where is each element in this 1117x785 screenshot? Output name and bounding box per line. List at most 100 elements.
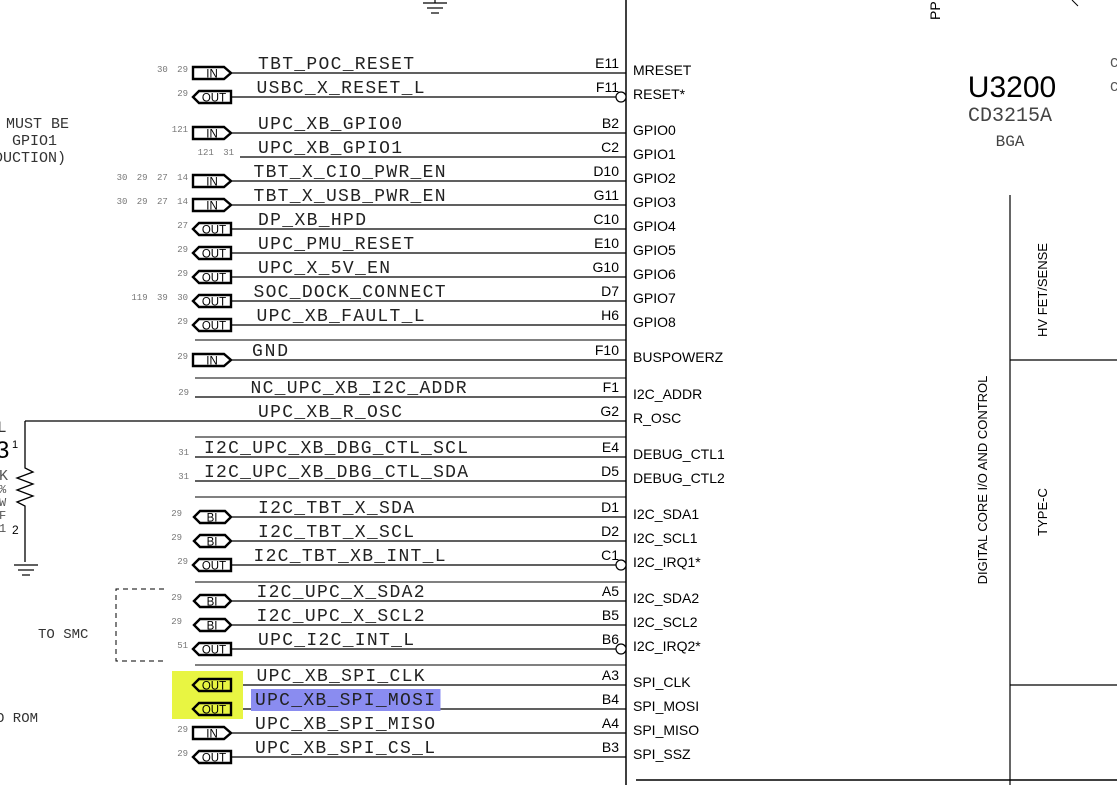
net-row[interactable]: UPC_XB_GPIO1 C2 GPIO1 121 31 — [198, 139, 676, 162]
ball-number: A3 — [602, 667, 619, 683]
net-row[interactable]: UPC_XB_SPI_MISO A4 SPI_MISO 29 IN — [177, 715, 699, 741]
net-row[interactable]: UPC_I2C_INT_L B6 I2C_IRQ2* 51 OUT — [177, 631, 701, 657]
net-row[interactable]: I2C_UPC_X_SDA2 A5 I2C_SDA2 29 BI — [171, 583, 699, 609]
pin-name: I2C_ADDR — [633, 386, 702, 402]
port-flag-label: OUT — [202, 753, 226, 765]
net-name[interactable]: I2C_UPC_XB_DBG_CTL_SDA — [204, 463, 468, 483]
net-name[interactable]: USBC_X_RESET_L — [257, 79, 425, 99]
net-name[interactable]: TBT_X_CIO_PWR_EN — [254, 163, 446, 183]
net-row[interactable]: TBT_X_USB_PWR_EN G11 GPIO3 30 29 27 14 IN — [117, 187, 676, 213]
port-flag-in[interactable] — [191, 125, 233, 141]
net-name[interactable]: UPC_XB_R_OSC — [258, 403, 402, 423]
net-name[interactable]: UPC_XB_SPI_CLK — [257, 667, 425, 687]
resistor-pin2: 2 — [12, 523, 19, 537]
net-name[interactable]: I2C_TBT_X_SDA — [258, 499, 414, 519]
net-row[interactable]: SOC_DOCK_CONNECT D7 GPIO7 119 39 30 OUT — [131, 283, 676, 309]
net-name[interactable]: UPC_XB_SPI_MOSI — [255, 691, 435, 711]
wire-fragment — [1071, 0, 1079, 7]
port-flag-out[interactable] — [191, 221, 233, 237]
port-flag-label: OUT — [202, 561, 226, 573]
net-row[interactable]: I2C_UPC_XB_DBG_CTL_SDA D5 DEBUG_CTL2 31 — [178, 463, 725, 486]
port-flag-in[interactable] — [191, 173, 233, 189]
note-duction: DUCTION) — [0, 150, 66, 167]
page-refs: 29 — [171, 617, 182, 627]
port-flag-out[interactable] — [191, 269, 233, 285]
section-label-digital-core: DIGITAL CORE I/O AND CONTROL — [975, 376, 990, 585]
page-refs: 119 39 30 — [131, 293, 188, 303]
pin-name: I2C_SCL1 — [633, 530, 698, 546]
pin-name: I2C_IRQ1* — [633, 554, 701, 570]
net-row[interactable]: UPC_XB_GPIO0 B2 GPIO0 121 IN — [172, 115, 676, 141]
ball-number: E4 — [602, 439, 619, 455]
pin-name: GPIO7 — [633, 290, 676, 306]
net-row[interactable]: I2C_TBT_X_SCL D2 I2C_SCL1 29 BI — [171, 523, 698, 549]
net-row[interactable]: I2C_UPC_X_SCL2 B5 I2C_SCL2 29 BI — [171, 607, 698, 633]
note-rom: O ROM — [0, 711, 38, 727]
ball-number: A5 — [602, 583, 619, 599]
net-row[interactable]: TBT_POC_RESET E11 MRESET 30 29 IN — [157, 55, 692, 81]
net-name[interactable]: UPC_XB_GPIO0 — [258, 115, 402, 135]
net-row[interactable]: GND F10 BUSPOWERZ 29 IN — [177, 342, 723, 368]
port-flag-label: IN — [206, 177, 218, 189]
port-flag-out[interactable] — [191, 317, 233, 333]
page-refs: 29 — [177, 269, 188, 279]
resistor-value-char: % — [0, 483, 7, 497]
net-row[interactable]: DP_XB_HPD C10 GPIO4 27 OUT — [177, 211, 676, 237]
port-flag-bi[interactable] — [192, 533, 233, 549]
port-flag-out[interactable] — [191, 701, 233, 717]
net-name[interactable]: UPC_I2C_INT_L — [258, 631, 414, 651]
port-flag-out[interactable] — [191, 749, 233, 765]
port-flag-out[interactable] — [191, 557, 233, 573]
net-row[interactable]: UPC_XB_SPI_CS_L B3 SPI_SSZ 29 OUT — [177, 739, 691, 765]
pin-name: MRESET — [633, 62, 692, 78]
port-flag-out[interactable] — [191, 677, 233, 693]
port-flag-in[interactable] — [191, 65, 233, 81]
net-name[interactable]: SOC_DOCK_CONNECT — [254, 283, 446, 303]
net-row[interactable]: UPC_X_5V_EN G10 GPIO6 29 OUT — [177, 259, 676, 285]
resistor[interactable]: L 3 1 2 K%WF1 — [0, 419, 38, 576]
port-flag-bi[interactable] — [192, 509, 233, 525]
port-flag-out[interactable] — [191, 641, 233, 657]
port-flag-in[interactable] — [191, 352, 233, 368]
net-row[interactable]: NC_UPC_XB_I2C_ADDR F1 I2C_ADDR 29 — [178, 379, 702, 402]
net-row[interactable]: I2C_UPC_XB_DBG_CTL_SCL E4 DEBUG_CTL1 31 — [178, 439, 725, 462]
pin-name: SPI_MOSI — [633, 698, 699, 714]
page-refs: 29 — [177, 89, 188, 99]
net-name[interactable]: UPC_XB_SPI_MISO — [255, 715, 435, 735]
net-name[interactable]: UPC_XB_SPI_CS_L — [255, 739, 435, 759]
net-row[interactable]: I2C_TBT_X_SDA D1 I2C_SDA1 29 BI — [171, 499, 699, 525]
port-flag-in[interactable] — [191, 725, 233, 741]
pin-name: BUSPOWERZ — [633, 349, 724, 365]
net-row[interactable]: USBC_X_RESET_L F11 RESET* 29 OUT — [177, 79, 685, 105]
net-name[interactable]: I2C_UPC_XB_DBG_CTL_SCL — [204, 439, 468, 459]
net-name[interactable]: DP_XB_HPD — [258, 211, 366, 231]
port-flag-bi[interactable] — [192, 617, 233, 633]
net-name[interactable]: I2C_TBT_X_SCL — [258, 523, 414, 543]
net-row[interactable]: UPC_PMU_RESET E10 GPIO5 29 OUT — [177, 235, 676, 261]
net-row[interactable]: TBT_X_CIO_PWR_EN D10 GPIO2 30 29 27 14 IN — [117, 163, 676, 189]
net-row[interactable]: UPC_XB_R_OSC G2 R_OSC — [25, 403, 681, 426]
port-flag-bi[interactable] — [192, 593, 233, 609]
net-name[interactable]: UPC_PMU_RESET — [258, 235, 414, 255]
port-flag-out[interactable] — [191, 293, 233, 309]
net-name[interactable]: I2C_UPC_X_SCL2 — [257, 607, 425, 627]
net-name[interactable]: TBT_X_USB_PWR_EN — [254, 187, 446, 207]
net-row[interactable]: I2C_TBT_XB_INT_L C1 I2C_IRQ1* 29 OUT — [177, 547, 701, 573]
net-name[interactable]: UPC_X_5V_EN — [258, 259, 390, 279]
net-name[interactable]: UPC_XB_GPIO1 — [258, 139, 402, 159]
net-name[interactable]: TBT_POC_RESET — [258, 55, 414, 75]
net-row[interactable]: UPC_XB_FAULT_L H6 GPIO8 29 OUT — [177, 307, 676, 333]
port-flag-out[interactable] — [191, 245, 233, 261]
page-refs: 30 29 — [157, 65, 188, 75]
net-name[interactable]: I2C_TBT_XB_INT_L — [254, 547, 446, 567]
port-flag-out[interactable] — [191, 89, 233, 105]
net-name[interactable]: UPC_XB_FAULT_L — [257, 307, 425, 327]
pin-name: DEBUG_CTL2 — [633, 470, 725, 486]
net-name[interactable]: NC_UPC_XB_I2C_ADDR — [251, 379, 467, 399]
port-flag-in[interactable] — [191, 197, 233, 213]
net-name[interactable]: I2C_UPC_X_SDA2 — [257, 583, 425, 603]
pin-name: I2C_IRQ2* — [633, 638, 701, 654]
net-name[interactable]: GND — [252, 342, 288, 362]
